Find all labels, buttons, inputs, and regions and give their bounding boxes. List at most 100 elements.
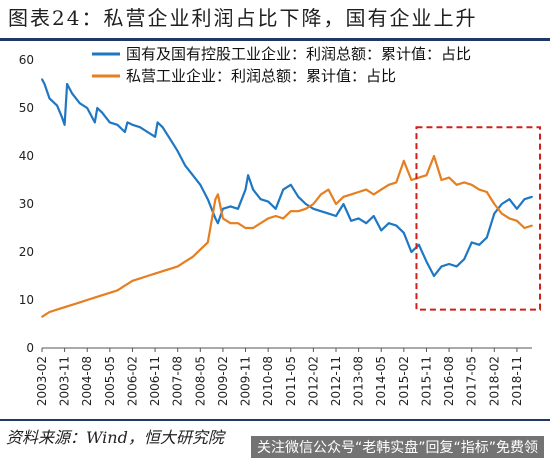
data-point: [282, 217, 285, 220]
data-point: [470, 241, 473, 244]
data-point: [252, 188, 255, 191]
data-point: [463, 258, 466, 261]
data-point: [43, 83, 46, 85]
data-point: [154, 135, 157, 138]
data-point: [387, 183, 390, 186]
data-point: [48, 311, 51, 313]
data-point: [335, 203, 337, 205]
data-point: [523, 198, 526, 201]
data-point: [320, 210, 322, 213]
data-point: [433, 275, 435, 277]
x-tick-label: 2012-02: [306, 356, 320, 406]
data-point: [485, 236, 488, 239]
legend: 国有及国有控股工业企业：利润总额：累计值：占比私营工业企业：利润总额：累计值：占…: [92, 45, 471, 85]
data-point: [247, 174, 250, 177]
data-point: [485, 191, 488, 193]
x-tick-label: 2006-11: [148, 356, 162, 406]
data-point: [199, 183, 202, 186]
x-tick-label: 2014-05: [374, 356, 388, 406]
data-point: [63, 306, 66, 309]
data-point: [222, 207, 224, 210]
data-point: [124, 131, 126, 133]
legend-label-1: 国有及国有控股工业企业：利润总额：累计值：占比: [126, 45, 471, 63]
data-point: [154, 272, 157, 275]
data-point: [342, 203, 345, 205]
data-point: [282, 188, 285, 191]
data-point: [206, 198, 209, 201]
data-point: [365, 188, 368, 191]
y-tick-label: 10: [19, 293, 34, 307]
data-point: [131, 279, 134, 282]
x-tick-label: 2004-08: [80, 356, 94, 406]
data-point: [372, 215, 375, 217]
data-point: [418, 176, 420, 179]
series-line-2: [41, 154, 533, 318]
data-point: [237, 222, 239, 225]
data-point: [418, 243, 420, 246]
data-point: [395, 181, 398, 184]
data-point: [96, 107, 99, 109]
x-tick-label: 2003-02: [35, 356, 49, 406]
data-point: [184, 260, 187, 263]
data-point: [350, 193, 352, 196]
data-point: [244, 188, 247, 191]
data-point: [108, 121, 111, 124]
data-point: [78, 301, 81, 304]
data-point: [289, 210, 292, 213]
x-tick-label: 2009-11: [239, 356, 253, 406]
data-point: [191, 174, 194, 177]
data-point: [448, 263, 450, 265]
data-point: [478, 243, 481, 246]
data-point: [327, 188, 330, 191]
data-point: [217, 222, 219, 225]
data-point: [327, 212, 330, 215]
data-point: [86, 107, 89, 109]
legend-label-2: 私营工业企业：利润总额：累计值：占比: [126, 67, 396, 85]
data-point: [56, 308, 58, 311]
data-point: [274, 215, 277, 217]
data-point: [357, 191, 360, 193]
data-point: [350, 219, 352, 222]
data-point: [78, 102, 81, 105]
data-point: [244, 227, 247, 229]
x-tick-label: 2013-08: [352, 356, 366, 406]
x-tick-label: 2011-05: [284, 356, 298, 406]
x-tick-label: 2016-08: [442, 356, 456, 406]
data-point: [289, 183, 292, 186]
data-point: [402, 159, 405, 162]
chart-title: 图表24：私营企业利润占比下降，国有企业上升: [8, 6, 478, 30]
y-tick-label: 30: [19, 197, 34, 211]
data-point: [101, 111, 104, 114]
data-point: [191, 255, 194, 258]
data-point: [493, 212, 496, 215]
data-point: [425, 174, 428, 177]
data-point: [493, 203, 496, 205]
data-point: [455, 183, 458, 186]
series-line-1: [41, 78, 533, 278]
data-point: [410, 179, 413, 181]
x-tick-label: 2017-05: [465, 356, 479, 406]
data-point: [297, 195, 300, 198]
line-chart: 0 10 20 30 40 50 60 2003-02 2003-11 2004-08 2005-0…: [19, 45, 542, 406]
data-point: [63, 123, 66, 126]
x-tick-label: 2007-08: [171, 356, 185, 406]
data-point: [222, 217, 224, 220]
data-point: [56, 104, 58, 107]
data-point: [508, 217, 511, 220]
data-point: [402, 231, 405, 234]
data-point: [425, 260, 428, 263]
data-point: [410, 251, 413, 253]
data-point: [93, 121, 96, 124]
data-point: [161, 126, 164, 129]
data-point: [259, 222, 262, 225]
data-point: [274, 207, 277, 210]
data-point: [146, 275, 149, 277]
y-tick-label: 60: [19, 53, 34, 67]
bottom-rule: [0, 419, 550, 421]
data-point: [433, 155, 435, 157]
x-tick-label: 2015-02: [397, 356, 411, 406]
data-point: [176, 150, 179, 153]
data-point: [357, 217, 360, 220]
data-point: [214, 217, 217, 220]
data-point: [41, 315, 43, 318]
